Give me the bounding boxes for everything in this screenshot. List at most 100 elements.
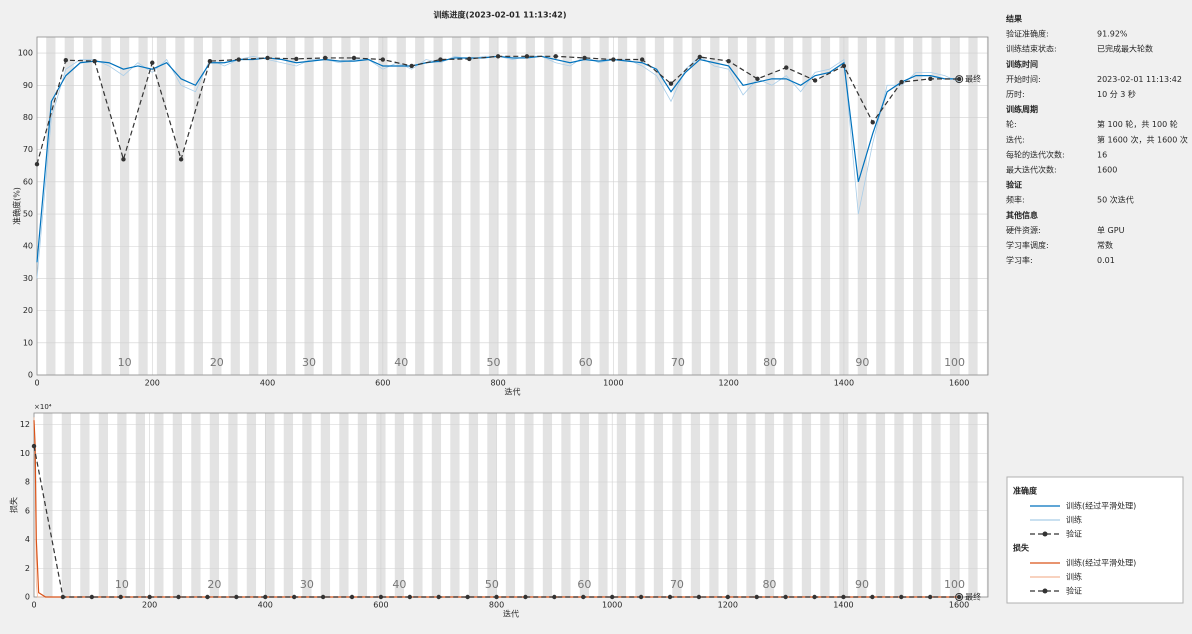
final-label: 最终 (965, 592, 981, 602)
epoch-band (83, 37, 93, 375)
info-key: 训练结束状态: (1006, 44, 1057, 54)
y-tick-label: 30 (23, 274, 33, 283)
epoch-band (101, 37, 111, 375)
final-marker (955, 593, 964, 601)
info-value: 常数 (1097, 240, 1113, 250)
series-marker (899, 79, 904, 85)
epoch-band (43, 413, 53, 597)
series-marker (436, 594, 441, 600)
epoch-band (138, 37, 148, 375)
info-heading: 训练周期 (1006, 104, 1038, 114)
series-marker (121, 157, 126, 162)
y-tick-label: 10 (20, 449, 30, 458)
series-marker (870, 120, 875, 125)
x-tick-label: 400 (260, 379, 275, 388)
epoch-band (246, 413, 257, 597)
series-marker (150, 60, 155, 65)
y-tick-label: 0 (28, 371, 33, 380)
epoch-band (562, 37, 572, 375)
series-marker (495, 54, 501, 59)
series-marker (265, 55, 270, 61)
series-marker (407, 594, 413, 600)
legend-heading: 准确度 (1013, 486, 1038, 496)
epoch-label: 20 (210, 356, 224, 369)
epoch-band (931, 413, 941, 597)
epoch-label: 80 (762, 578, 776, 591)
epoch-band (119, 37, 130, 375)
series-marker (178, 157, 184, 162)
epoch-label: 40 (394, 356, 408, 369)
epoch-band (413, 413, 423, 597)
info-value: 1600 (1097, 166, 1117, 175)
info-key: 迭代: (1006, 134, 1025, 144)
epoch-band (727, 413, 738, 597)
series-marker (755, 76, 760, 82)
epoch-label: 40 (392, 578, 406, 591)
series-marker (956, 594, 962, 600)
epoch-band (728, 37, 738, 375)
y-tick-label: 2 (25, 564, 30, 573)
epoch-band (912, 413, 923, 597)
info-heading: 训练时间 (1006, 59, 1038, 69)
epoch-label: 90 (855, 356, 869, 369)
epoch-band (654, 37, 665, 375)
epoch-band (949, 413, 960, 597)
epoch-band (709, 413, 719, 597)
info-heading: 结果 (1006, 14, 1022, 24)
legend-box (1006, 476, 1184, 604)
epoch-band (156, 37, 167, 375)
x-tick-label: 1200 (718, 379, 738, 388)
legend-label: 验证 (1066, 586, 1082, 596)
y-tick-label: 50 (23, 210, 33, 219)
epoch-band (875, 413, 886, 597)
series-marker (524, 54, 530, 59)
y-tick-label: 100 (18, 49, 33, 58)
epoch-band (617, 37, 628, 375)
x-tick-label: 1600 (949, 379, 969, 388)
series-marker (609, 594, 615, 600)
series-marker (812, 594, 817, 600)
series-marker (380, 57, 386, 62)
series-marker (438, 57, 443, 62)
series-marker (928, 76, 933, 82)
series-marker (89, 594, 95, 600)
series-marker (234, 594, 239, 600)
series-marker (147, 594, 152, 600)
epoch-band (320, 413, 331, 597)
epoch-label: 90 (855, 578, 869, 591)
epoch-band (561, 413, 571, 597)
x-axis-label: 迭代 (503, 609, 519, 619)
epoch-label: 10 (115, 578, 129, 591)
final-label: 最终 (965, 74, 981, 84)
x-tick-label: 800 (489, 601, 504, 610)
epoch-label: 50 (485, 578, 499, 591)
epoch-band (672, 413, 682, 597)
epoch-band (191, 413, 201, 597)
epoch-band (304, 37, 314, 375)
info-heading: 其他信息 (1006, 210, 1038, 220)
series-marker (31, 443, 37, 449)
series-marker (176, 594, 181, 600)
x-tick-label: 1000 (602, 601, 622, 610)
info-key: 学习率: (1006, 255, 1033, 265)
y-tick-label: 80 (23, 113, 33, 122)
y-axis-label: 损失 (9, 497, 19, 513)
epoch-band (673, 37, 683, 375)
epoch-band (783, 413, 793, 597)
series-marker (207, 58, 213, 64)
epoch-band (267, 37, 277, 375)
epoch-band (913, 37, 923, 375)
axes-box (36, 36, 989, 376)
legend-marker (1042, 588, 1048, 594)
epoch-band (46, 37, 56, 375)
info-key: 学习率调度: (1006, 240, 1049, 250)
series-marker (667, 594, 673, 600)
epoch-band (802, 37, 812, 375)
series-marker (553, 54, 558, 59)
epoch-label: 30 (302, 356, 316, 369)
info-value: 10 分 3 秒 (1097, 89, 1136, 99)
epoch-label: 100 (944, 356, 965, 369)
series-marker (754, 594, 759, 600)
series-marker (60, 594, 66, 600)
